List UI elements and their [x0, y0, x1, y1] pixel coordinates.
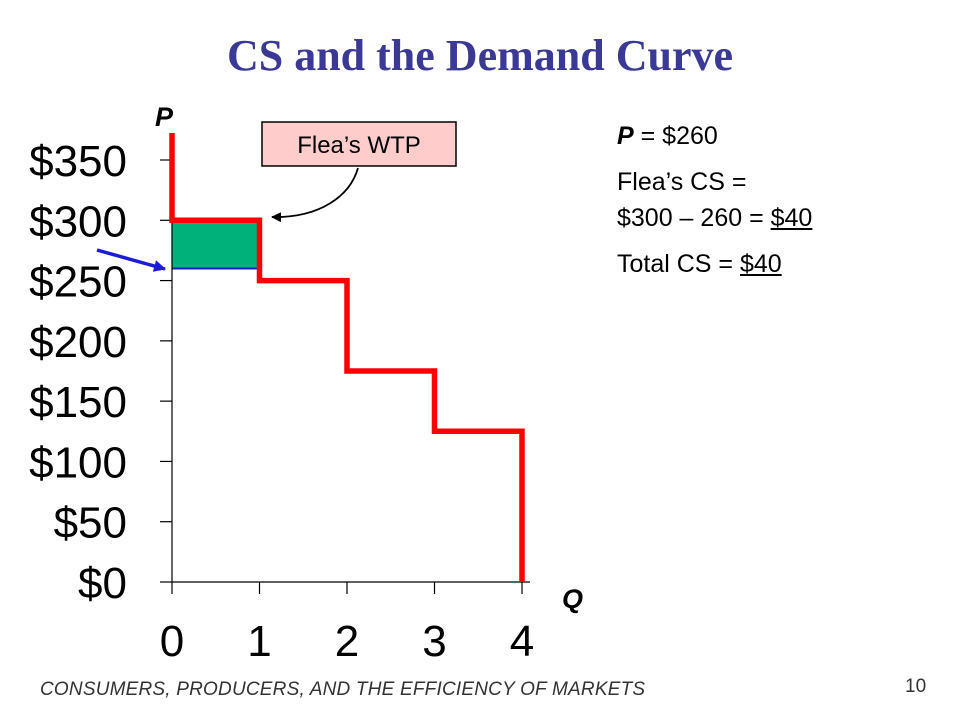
- demand-curve: [169, 133, 525, 582]
- flea-cs-value: $40: [770, 204, 813, 232]
- y-tick-label: $50: [54, 499, 127, 548]
- total-cs-label: Total CS =: [617, 250, 740, 278]
- price-pointer-arrow: [96, 248, 166, 272]
- price-variable: P: [617, 122, 634, 150]
- y-tick-label: $200: [29, 318, 127, 367]
- wtp-callout-box: [261, 121, 457, 167]
- x-tick-label: 1: [247, 617, 271, 666]
- flea-cs-calculation: $300 – 260 =: [617, 204, 771, 232]
- y-tick-label: $300: [29, 197, 127, 246]
- x-tick-label: 4: [510, 617, 534, 666]
- y-tick-label: $350: [29, 137, 127, 186]
- x-tick-label: 3: [422, 617, 446, 666]
- wtp-callout-arrow: [271, 167, 359, 223]
- y-axis-label: P: [155, 102, 174, 132]
- slide-title: CS and the Demand Curve: [226, 31, 734, 80]
- page-number: 10: [905, 676, 927, 697]
- price-value: = $260: [633, 122, 718, 150]
- calculation-panel: P = $260 Flea’s CS = $300 – 260 = $40 To…: [617, 118, 812, 282]
- x-tick-label: 0: [160, 617, 184, 666]
- total-cs-value: $40: [739, 250, 782, 278]
- x-tick-label: 2: [335, 617, 359, 666]
- x-axis-label: Q: [562, 584, 583, 614]
- wtp-callout-label: Flea’s WTP: [297, 132, 421, 159]
- consumer-surplus-area: [172, 220, 260, 269]
- slide-footer: CONSUMERS, PRODUCERS, AND THE EFFICIENCY…: [40, 679, 646, 700]
- y-tick-label: $0: [78, 559, 127, 608]
- y-tick-label: $150: [29, 378, 127, 427]
- flea-cs-label: Flea’s CS =: [617, 168, 747, 196]
- y-tick-label: $250: [29, 258, 127, 307]
- y-tick-label: $100: [29, 438, 127, 487]
